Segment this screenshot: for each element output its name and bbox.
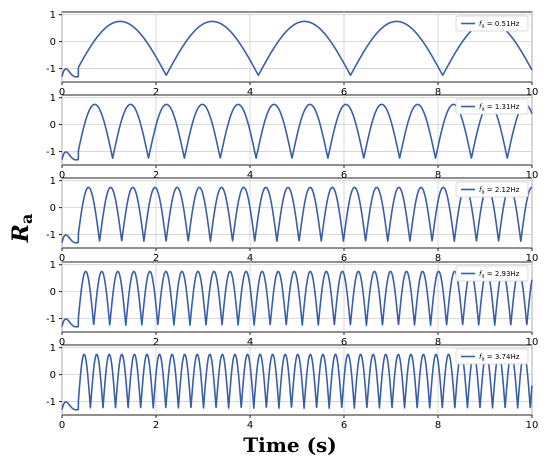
legend-value: = 2.12Hz <box>485 186 520 194</box>
x-tick-label: 6 <box>341 170 347 181</box>
legend-box <box>455 15 529 32</box>
x-tick-label: 6 <box>341 87 347 98</box>
legend-subscript: a <box>481 107 484 113</box>
y-axis-title-sub: a <box>17 214 36 224</box>
x-axis-title: Time (s) <box>243 433 337 457</box>
legend-label: fa = 1.31Hz <box>479 103 520 113</box>
legend: fa = 2.93Hz <box>455 265 529 282</box>
x-tick-label: 4 <box>247 337 253 348</box>
subplot-3: 0 2 4 6 8 10 -1 0 1 fa = 2.12Hz <box>46 176 538 264</box>
legend: fa = 2.12Hz <box>455 181 529 198</box>
y-tick-label: 0 <box>50 370 56 381</box>
series-line <box>61 103 533 161</box>
legend-box <box>455 181 529 198</box>
series-line <box>61 353 533 411</box>
subplot-1: 0 2 4 6 8 10 -1 0 1 fa = 0.51Hz <box>46 10 538 98</box>
legend-subscript: a <box>481 24 484 30</box>
legend-subscript: a <box>481 274 484 280</box>
y-tick-label: -1 <box>46 147 56 158</box>
x-tick-label: 4 <box>247 253 253 264</box>
y-axis-title: Ra <box>8 214 36 244</box>
x-tick-label: 6 <box>341 253 347 264</box>
subplot-5: 0 2 4 6 8 10 -1 0 1 fa = 3.74Hz <box>46 343 538 431</box>
y-tick-label: 1 <box>50 93 56 104</box>
legend-value: = 1.31Hz <box>485 103 520 111</box>
x-tick-label: 6 <box>341 337 347 348</box>
x-tick-label: 8 <box>435 253 441 264</box>
subplot-frame <box>61 94 533 166</box>
x-tick-label: 4 <box>247 420 253 431</box>
legend-label: fa = 0.51Hz <box>479 20 520 30</box>
legend-box <box>455 348 529 365</box>
x-tick-label: 8 <box>435 170 441 181</box>
legend: fa = 0.51Hz <box>455 15 529 32</box>
series-line <box>61 20 533 78</box>
x-tick-label: 4 <box>247 170 253 181</box>
legend-symbol: f <box>479 353 483 361</box>
x-tick-label: 2 <box>153 87 159 98</box>
x-tick-label: 0 <box>59 87 65 98</box>
x-tick-label: 0 <box>59 253 65 264</box>
legend: fa = 3.74Hz <box>455 348 529 365</box>
legend: fa = 1.31Hz <box>455 98 529 115</box>
y-tick-label: 1 <box>50 343 56 354</box>
x-tick-label: 8 <box>435 420 441 431</box>
x-tick-label: 2 <box>153 170 159 181</box>
subplot-2: 0 2 4 6 8 10 -1 0 1 fa = 1.31Hz <box>46 93 538 181</box>
legend-value: = 0.51Hz <box>485 20 520 28</box>
x-tick-label: 2 <box>153 420 159 431</box>
legend-symbol: f <box>479 270 483 278</box>
legend-symbol: f <box>479 186 483 194</box>
x-tick-label: 0 <box>59 170 65 181</box>
x-tick-label: 4 <box>247 87 253 98</box>
x-tick-label: 0 <box>59 420 65 431</box>
y-tick-label: -1 <box>46 314 56 325</box>
x-tick-label: 10 <box>526 170 539 181</box>
x-tick-label: 8 <box>435 87 441 98</box>
x-tick-label: 2 <box>153 253 159 264</box>
series-line <box>61 270 533 328</box>
x-tick-label: 10 <box>526 420 539 431</box>
y-tick-label: 1 <box>50 260 56 271</box>
y-tick-label: -1 <box>46 64 56 75</box>
x-tick-label: 10 <box>526 337 539 348</box>
legend-label: fa = 2.12Hz <box>479 186 520 196</box>
legend-subscript: a <box>481 357 484 363</box>
legend-symbol: f <box>479 103 483 111</box>
legend-box <box>455 98 529 115</box>
y-tick-label: 0 <box>50 37 56 48</box>
y-axis-title-main: R <box>8 224 34 243</box>
x-tick-label: 6 <box>341 420 347 431</box>
y-tick-label: 0 <box>50 120 56 131</box>
y-tick-label: 1 <box>50 10 56 21</box>
y-tick-label: 1 <box>50 176 56 187</box>
legend-symbol: f <box>479 20 483 28</box>
y-tick-label: 0 <box>50 203 56 214</box>
x-tick-label: 0 <box>59 337 65 348</box>
legend-label: fa = 2.93Hz <box>479 270 520 280</box>
legend-box <box>455 265 529 282</box>
series-line <box>61 186 533 244</box>
x-tick-label: 2 <box>153 337 159 348</box>
x-tick-label: 10 <box>526 253 539 264</box>
y-tick-label: 0 <box>50 287 56 298</box>
legend-value: = 2.93Hz <box>485 270 520 278</box>
subplot-4: 0 2 4 6 8 10 -1 0 1 fa = 2.93Hz <box>46 260 538 348</box>
x-tick-label: 8 <box>435 337 441 348</box>
legend-label: fa = 3.74Hz <box>479 353 520 363</box>
x-tick-label: 10 <box>526 87 539 98</box>
y-tick-label: -1 <box>46 397 56 408</box>
y-tick-label: -1 <box>46 230 56 241</box>
legend-value: = 3.74Hz <box>485 353 520 361</box>
legend-subscript: a <box>481 190 484 196</box>
